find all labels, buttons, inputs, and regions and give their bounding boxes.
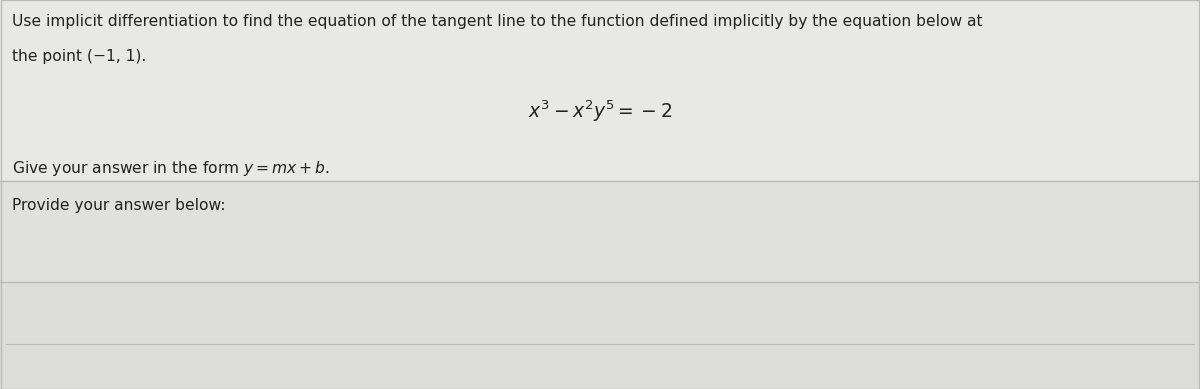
Text: $x^3 - x^2y^5 = -2$: $x^3 - x^2y^5 = -2$ bbox=[528, 98, 672, 124]
Bar bbox=[0, 181, 1200, 282]
Bar bbox=[0, 282, 1200, 389]
Text: Give your answer in the form $y = mx + b$.: Give your answer in the form $y = mx + b… bbox=[12, 159, 330, 179]
Text: Provide your answer below:: Provide your answer below: bbox=[12, 198, 226, 214]
Text: the point (−1, 1).: the point (−1, 1). bbox=[12, 49, 146, 64]
Bar bbox=[0, 0, 1200, 181]
Text: Use implicit differentiation to find the equation of the tangent line to the fun: Use implicit differentiation to find the… bbox=[12, 14, 983, 29]
